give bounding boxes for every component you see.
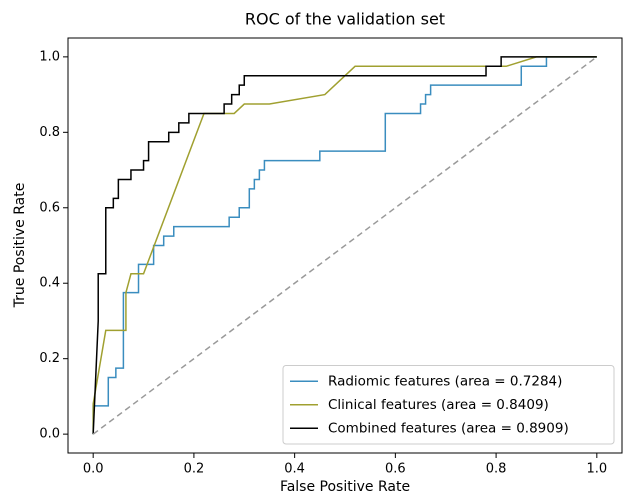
chart-title: ROC of the validation set	[245, 10, 445, 29]
y-tick-label: 0.2	[39, 351, 60, 366]
plot-frame	[67, 37, 623, 454]
x-tick-label: 0.4	[284, 462, 305, 477]
legend-label: Combined features (area = 0.8909)	[328, 420, 569, 436]
y-tick-label: 0.6	[39, 200, 60, 215]
legend-label: Clinical features (area = 0.8409)	[328, 397, 549, 413]
legend-label: Radiomic features (area = 0.7284)	[328, 373, 562, 389]
y-tick-label: 0.0	[39, 427, 60, 442]
x-tick-label: 1.0	[586, 462, 607, 477]
x-tick-label: 0.0	[83, 462, 104, 477]
legend: Radiomic features (area = 0.7284) Clinica…	[282, 365, 615, 445]
y-tick-label: 0.4	[39, 276, 60, 291]
x-tick-label: 0.8	[486, 462, 507, 477]
y-tick-label: 0.8	[39, 125, 60, 140]
legend-box	[282, 365, 615, 445]
roc-line	[92, 56, 597, 435]
x-axis-label: False Positive Rate	[280, 479, 410, 495]
y-axis-label: True Positive Rate	[12, 183, 28, 309]
x-tick-label: 0.6	[385, 462, 406, 477]
reference-line	[92, 56, 598, 435]
roc-line	[92, 56, 597, 435]
y-tick-label: 1.0	[39, 49, 60, 64]
x-tick-label: 0.2	[184, 462, 205, 477]
